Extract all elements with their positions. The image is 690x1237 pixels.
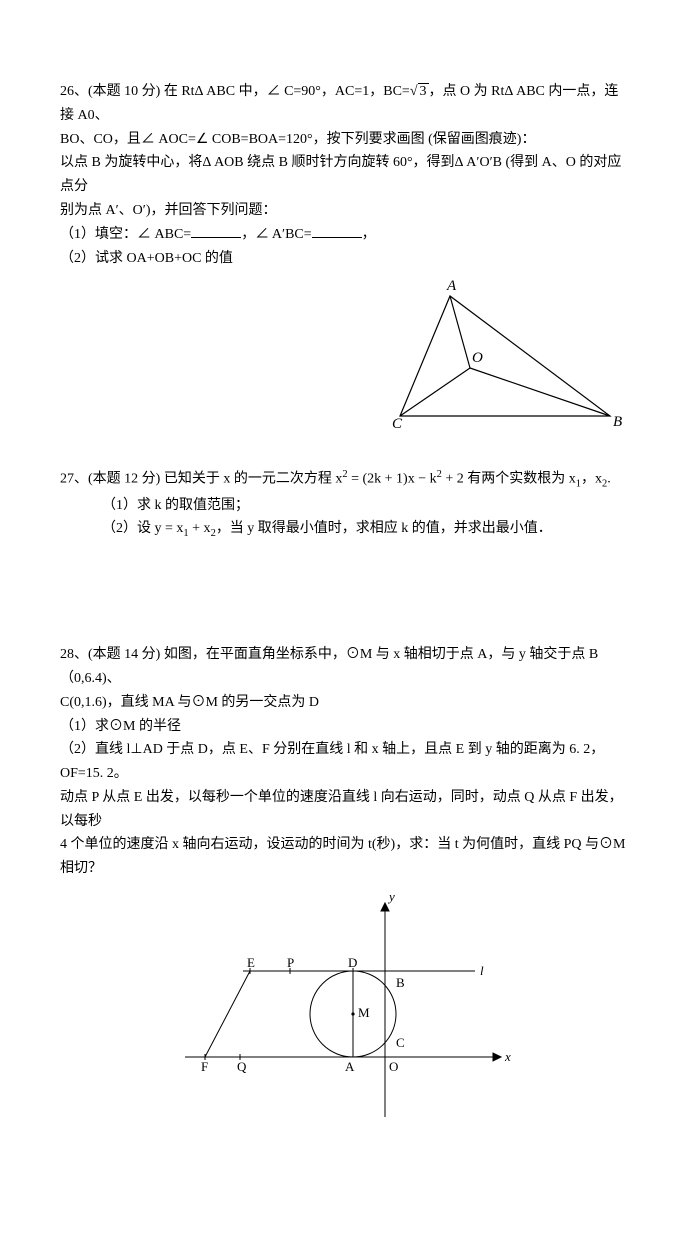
p27-line1: 27、(本题 12 分) 已知关于 x 的一元二次方程 x2 = (2k + 1… <box>60 466 630 493</box>
p27-l1a: 27、(本题 12 分) 已知关于 x 的一元二次方程 x <box>60 472 342 487</box>
p27-line3: （2）设 y = x1 + x2，当 y 取得最小值时，求相应 k 的值，并求出… <box>60 517 630 543</box>
problem-27: 27、(本题 12 分) 已知关于 x 的一元二次方程 x2 = (2k + 1… <box>60 466 630 543</box>
p27-l3c: ，当 y 取得最小值时，求相应 k 的值，并求出最小值． <box>216 521 552 536</box>
p26-line5: （1）填空：∠ ABC= ，∠ A′BC= ， <box>60 223 630 247</box>
label-O2: O <box>389 1059 398 1074</box>
p27-l1d: ，x <box>581 472 602 487</box>
p28-l1: 28、(本题 14 分) 如图，在平面直角坐标系中，⊙M 与 x 轴相切于点 A… <box>60 643 630 691</box>
label-Q: Q <box>237 1059 247 1074</box>
p26-figure: A B C O <box>380 276 630 436</box>
p28-l2: C(0,1.6)，直线 MA 与⊙M 的另一交点为 D <box>60 691 630 715</box>
p26-l2: BO、CO，且∠ AOC=∠ COB=BOA=120°，按下列要求画图 (保留画… <box>60 128 630 152</box>
label-D: D <box>348 955 357 970</box>
p26-l1a: 26、(本题 10 分) 在 RtΔ ABC 中，∠ C=90°，AC=1，BC… <box>60 84 410 99</box>
p26-l6: （2）试求 OA+OB+OC 的值 <box>60 247 630 271</box>
label-O: O <box>472 350 483 366</box>
p28-figure-wrap: y x l E P D B M C F Q A O <box>60 887 630 1127</box>
sqrt-symbol: √3 <box>410 80 429 104</box>
p28-l3: （1）求⊙M 的半径 <box>60 715 630 739</box>
label-C: C <box>392 416 403 432</box>
p26-line1: 26、(本题 10 分) 在 RtΔ ABC 中，∠ C=90°，AC=1，BC… <box>60 80 630 128</box>
axis-x: x <box>504 1049 511 1064</box>
label-B2: B <box>396 975 405 990</box>
p26-l5c: ， <box>362 227 376 242</box>
label-F: F <box>201 1059 208 1074</box>
p26-l3: 以点 B 为旋转中心，将Δ AOB 绕点 B 顺时针方向旋转 60°，得到Δ A… <box>60 151 630 199</box>
label-P: P <box>287 955 294 970</box>
problem-26: 26、(本题 10 分) 在 RtΔ ABC 中，∠ C=90°，AC=1，BC… <box>60 80 630 436</box>
p26-l4: 别为点 A′、O′)，并回答下列问题： <box>60 199 630 223</box>
problem-28: 28、(本题 14 分) 如图，在平面直角坐标系中，⊙M 与 x 轴相切于点 A… <box>60 643 630 1127</box>
p28-l6: 4 个单位的速度沿 x 轴向右运动，设运动的时间为 t(秒)，求：当 t 为何值… <box>60 833 630 881</box>
p26-l5b: ，∠ A′BC= <box>241 227 311 242</box>
label-A2: A <box>345 1059 355 1074</box>
p28-figure: y x l E P D B M C F Q A O <box>175 887 515 1127</box>
p27-l1c: + 2 有两个实数根为 x <box>442 472 576 487</box>
axis-y: y <box>387 889 395 904</box>
spacer <box>60 573 630 643</box>
label-l: l <box>480 963 484 978</box>
p27-l2: （1）求 k 的取值范围； <box>60 494 630 518</box>
sqrt-val: 3 <box>418 83 429 99</box>
p28-l5: 动点 P 从点 E 出发，以每秒一个单位的速度沿直线 l 向右运动，同时，动点 … <box>60 786 630 834</box>
p27-l3b: + x <box>189 521 211 536</box>
p28-l4: （2）直线 l⊥AD 于点 D，点 E、F 分别在直线 l 和 x 轴上，且点 … <box>60 738 630 786</box>
p27-l3a: （2）设 y = x <box>102 521 183 536</box>
blank-abc2[interactable] <box>312 223 362 238</box>
p26-l5a: （1）填空：∠ ABC= <box>60 227 191 242</box>
label-E: E <box>247 955 255 970</box>
p26-figure-wrap: A B C O <box>60 276 630 436</box>
p27-l1e: . <box>607 472 611 487</box>
label-C2: C <box>396 1035 405 1050</box>
label-B: B <box>613 414 622 430</box>
blank-abc[interactable] <box>191 223 241 238</box>
label-A: A <box>446 278 457 294</box>
p27-l1b: = (2k + 1)x − k <box>348 472 437 487</box>
label-M: M <box>358 1005 370 1020</box>
